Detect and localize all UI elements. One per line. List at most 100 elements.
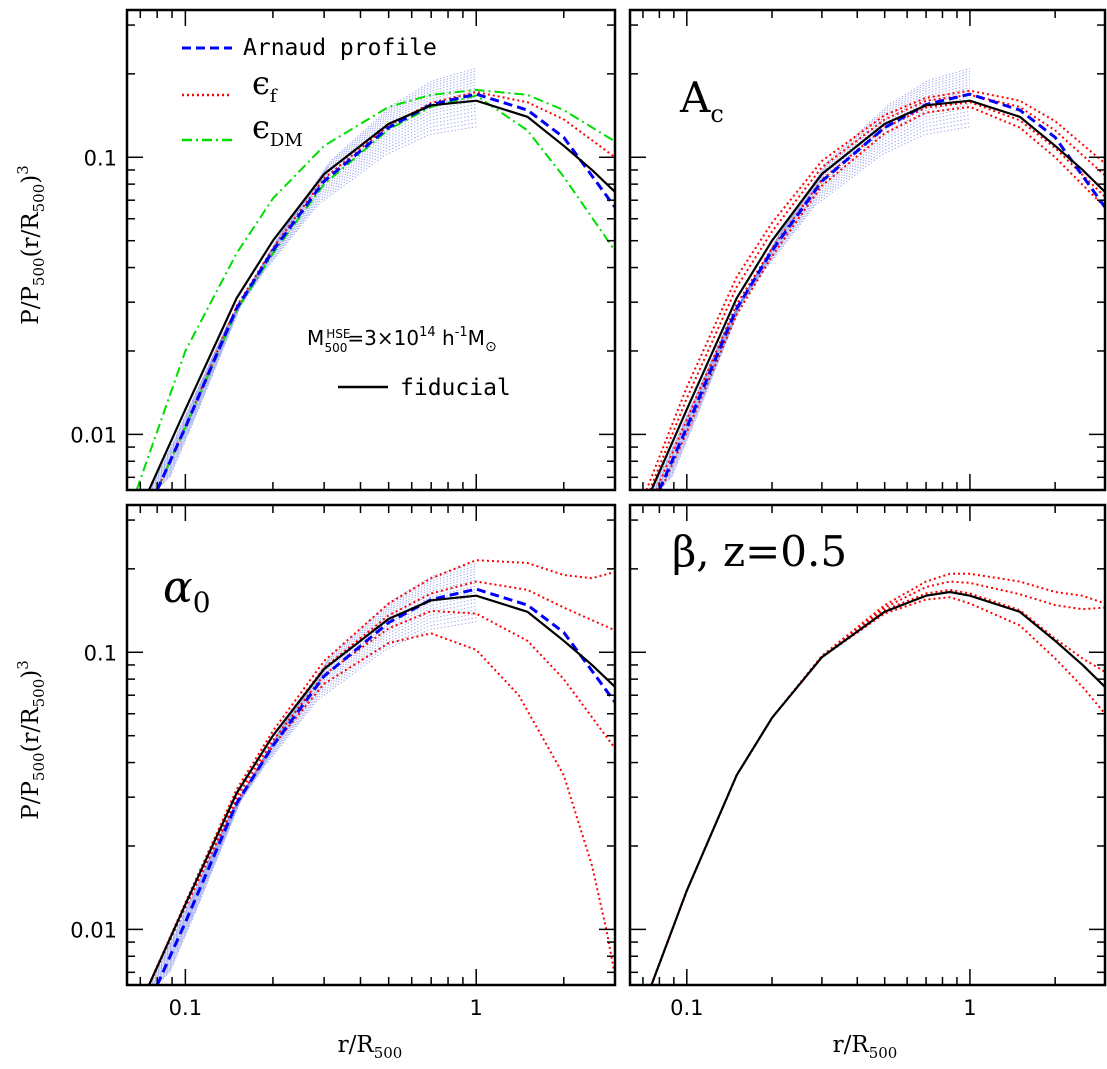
axis-ticks	[630, 505, 1106, 985]
band-line	[154, 598, 477, 985]
band-line	[153, 602, 477, 985]
y-tick-label: 0.1	[84, 641, 117, 665]
band-line	[158, 90, 477, 489]
series-varied-red-line	[645, 89, 1105, 490]
band-line	[155, 591, 477, 985]
band-line	[656, 103, 971, 490]
band-line	[155, 595, 477, 985]
band-line	[653, 118, 971, 490]
panel-top-left: 0.1 0.01	[70, 8, 617, 492]
band-line	[149, 621, 477, 985]
legend-ef-label: ϵf	[252, 64, 278, 107]
band-line	[150, 122, 477, 490]
y-tick-label: 0.1	[84, 146, 117, 170]
band-line	[671, 68, 971, 477]
panel-frame	[125, 8, 617, 492]
xlabel-right: r/R500	[833, 1032, 898, 1062]
band-line	[161, 579, 477, 981]
panel-label-beta: β, z=0.5	[672, 527, 847, 576]
band-line	[655, 107, 971, 490]
band-line	[165, 570, 477, 977]
series-varied-red-line	[148, 580, 615, 985]
band-line	[658, 93, 971, 490]
legend-arnaud-label: Arnaud profile	[243, 35, 437, 61]
band-line	[159, 582, 477, 983]
series-arnaud-line	[657, 92, 1105, 490]
x-tick-label: 1	[470, 996, 483, 1020]
band-line	[658, 96, 971, 490]
band-line	[162, 576, 477, 979]
band-line	[660, 90, 971, 489]
series-arnaud-line	[155, 587, 615, 985]
series-varied-red-line	[659, 105, 1105, 490]
panel-label-alpha0: α0	[163, 562, 211, 619]
arnaud-scatter-band	[149, 563, 477, 985]
band-line	[151, 613, 477, 985]
band-line	[164, 573, 477, 978]
series-varied-red-line	[650, 596, 1105, 985]
band-line	[158, 585, 477, 984]
band-line	[166, 568, 477, 975]
series-varied-red-line	[148, 609, 615, 985]
plot-area	[650, 572, 1105, 985]
panel-frame	[125, 503, 617, 987]
series-varied-red-line	[148, 632, 615, 985]
band-line	[153, 107, 477, 490]
band-line	[661, 87, 971, 488]
band-line	[668, 73, 971, 480]
series-fiducial-line	[148, 594, 615, 985]
series-varied-red-line	[648, 93, 1105, 490]
mass-annotation: M HSE 500=3×1014 h-1M⊙	[307, 325, 497, 355]
series-varied-red-line	[655, 101, 1105, 490]
band-line	[168, 565, 477, 974]
band-line	[169, 68, 477, 477]
panel-frame	[628, 503, 1107, 987]
y-tick-label: 0.01	[70, 423, 117, 447]
panel-top-right	[628, 8, 1107, 492]
series-varied-red-line	[148, 559, 615, 985]
band-line	[663, 84, 971, 486]
band-line	[166, 73, 477, 480]
band-line	[666, 78, 971, 483]
band-line	[652, 122, 971, 490]
axis-ticks	[127, 10, 616, 490]
band-line	[155, 96, 477, 490]
plot-area	[148, 559, 615, 985]
band-line	[151, 114, 477, 490]
axis-ticks	[127, 505, 616, 985]
ylabel-bottom: P/P500(r/R500)3	[14, 660, 48, 820]
arnaud-scatter-band	[149, 68, 477, 490]
arnaud-scatter-band	[651, 68, 971, 490]
band-line	[168, 70, 477, 479]
series-fiducial-line	[148, 99, 615, 490]
panel-bottom-right: 0.1 1	[628, 503, 1107, 1020]
series-arnaud-line	[155, 92, 615, 490]
band-line	[151, 609, 477, 985]
band-line	[154, 103, 477, 490]
band-line	[152, 110, 477, 490]
panel-bottom-left: 0.1 0.01 0.1 1	[70, 503, 617, 1020]
series-fiducial-line	[650, 590, 1105, 985]
band-line	[169, 563, 477, 972]
band-line	[150, 617, 477, 985]
band-line	[667, 75, 971, 482]
legend-edm-label: ϵDM	[252, 108, 303, 151]
panel-frame	[628, 8, 1107, 492]
series-varied-red-line	[650, 572, 1105, 985]
band-line	[651, 126, 970, 490]
xlabel-left: r/R500	[338, 1032, 403, 1062]
series-fiducial-line	[650, 99, 1105, 490]
band-line	[159, 87, 477, 488]
band-line	[162, 81, 477, 484]
panel-label-ac: Ac	[679, 73, 724, 128]
band-line	[151, 118, 477, 490]
x-tick-label: 0.1	[670, 996, 703, 1020]
band-line	[664, 81, 971, 484]
series-varied-red-line	[650, 588, 1105, 985]
plot-area	[645, 68, 1105, 490]
band-line	[149, 126, 477, 490]
x-tick-label: 0.1	[169, 996, 202, 1020]
band-line	[655, 110, 971, 490]
band-line	[161, 84, 477, 486]
